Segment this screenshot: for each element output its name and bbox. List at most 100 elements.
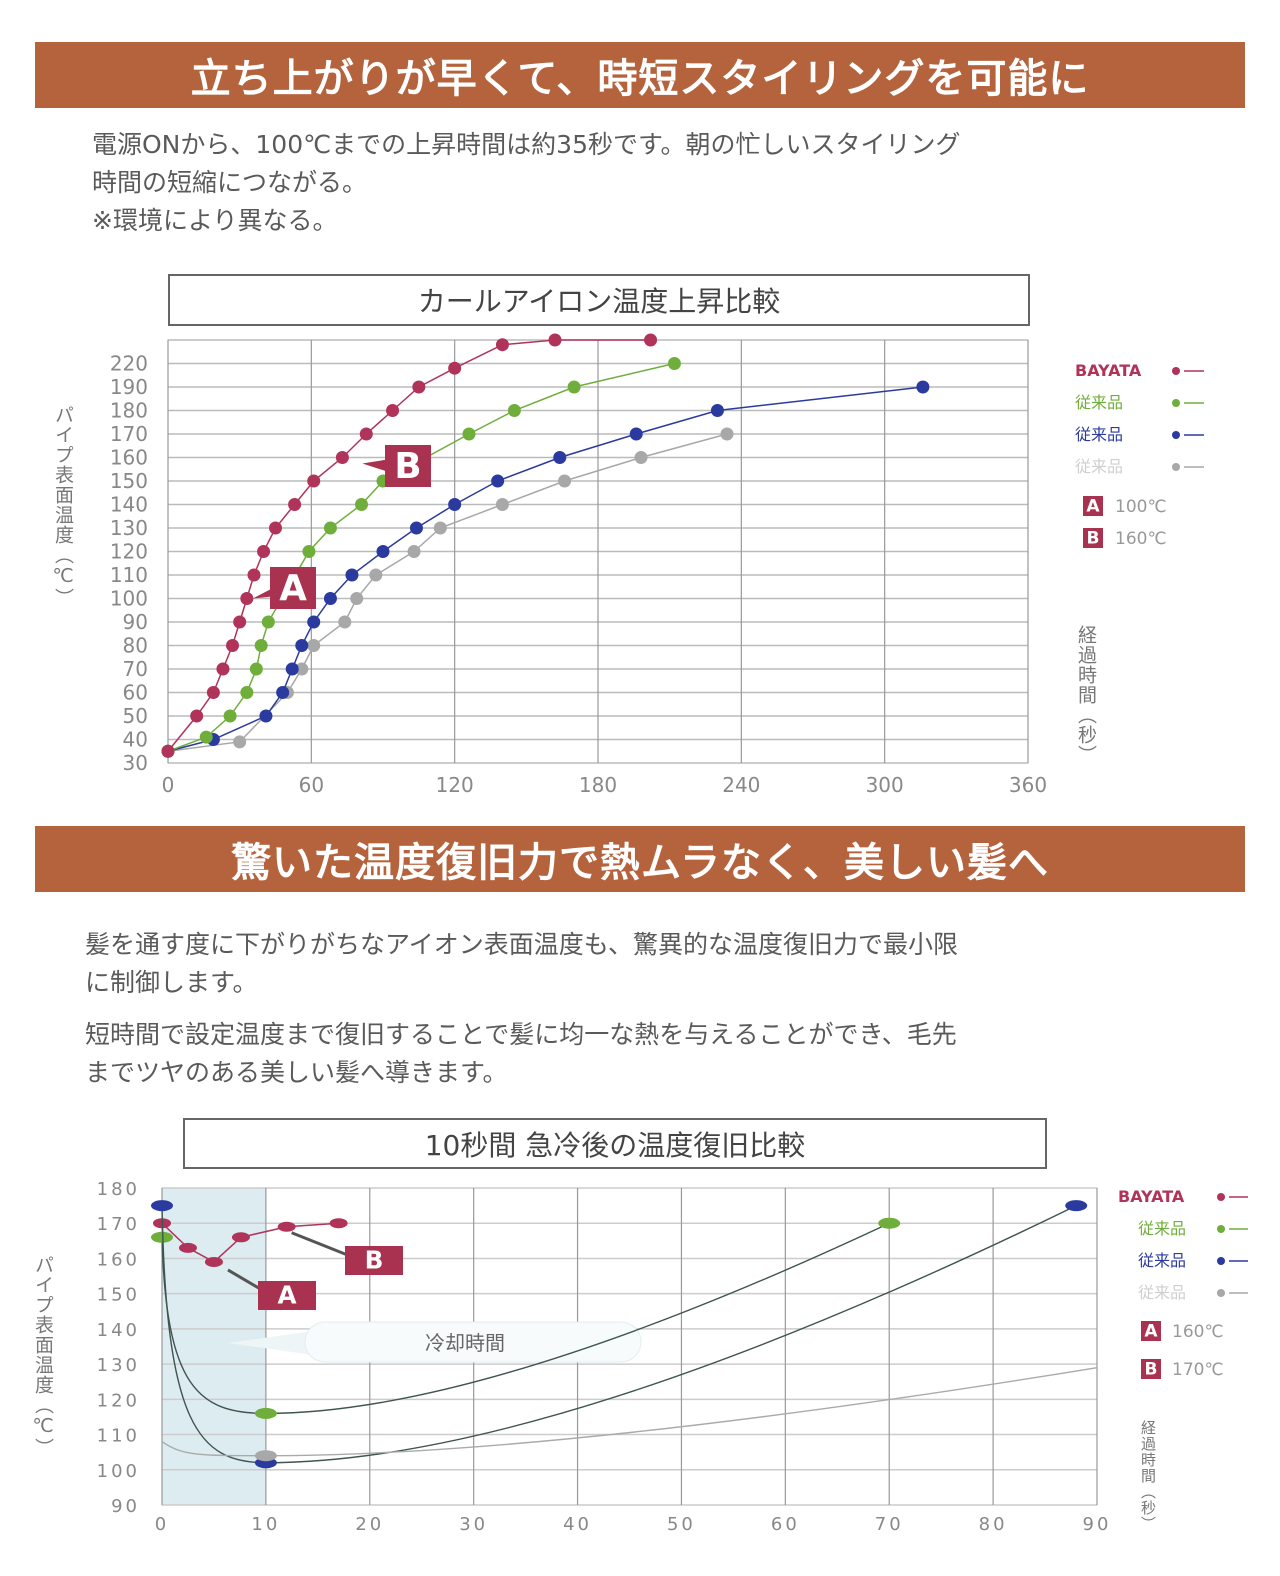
chart1-point-0 (247, 568, 261, 582)
chart1-y-tick: 50 (123, 704, 148, 728)
chart1-y-tick: 100 (110, 587, 148, 611)
chart1-point-3 (720, 427, 734, 441)
chart1-point-0 (257, 545, 271, 558)
chart1-point-0 (412, 380, 426, 394)
chart2-y-tick: 160 (97, 1249, 140, 1270)
chart1-point-2 (345, 568, 359, 582)
chart2-x-tick: 10 (251, 1514, 280, 1535)
section1-body: 電源ONから、100℃までの上昇時間は約35秒です。朝の忙しいスタイリング 時間… (92, 126, 1242, 240)
chart1-point-3 (233, 735, 247, 749)
chart2-point-0 (231, 1232, 250, 1243)
chart1-y-tick: 180 (110, 399, 148, 423)
chart2-legend-label: 従来品 (1138, 1219, 1186, 1238)
chart1-point-0 (233, 615, 247, 629)
chart2-x-tick: 40 (563, 1514, 592, 1535)
chart2-legend-marker (1217, 1257, 1225, 1265)
chart1-point-2 (295, 639, 309, 652)
chart2-annotation-b-pointer (291, 1231, 351, 1258)
chart1-legend-annotation-text: 160℃ (1115, 529, 1167, 549)
chart1-point-0 (206, 686, 220, 699)
chart1-point-1 (223, 709, 237, 723)
chart1-y-tick: 120 (110, 540, 148, 564)
chart1-annotation-a-text: A (279, 568, 307, 609)
chart1-y-tick: 70 (123, 657, 148, 681)
chart2-y-tick: 90 (111, 1496, 140, 1517)
chart2-point-1 (254, 1407, 277, 1419)
chart2-legend-marker (1217, 1193, 1225, 1201)
chart1-y-tick: 170 (110, 422, 148, 446)
chart1-x-tick: 360 (1009, 773, 1047, 797)
chart1-point-0 (644, 333, 658, 347)
chart1-point-2 (285, 662, 299, 676)
chart1-point-0 (288, 498, 302, 511)
chart2-legend-annotation-text: 160℃ (1172, 1322, 1224, 1342)
body-line: に制御します。 (85, 968, 258, 997)
chart1-annotation-a-pointer (252, 588, 272, 599)
chart1-point-2 (448, 498, 462, 511)
chart1-y-tick: 160 (110, 446, 148, 470)
chart1-legend-marker (1172, 399, 1180, 407)
chart2-legend-annotation-a (1141, 1321, 1161, 1341)
chart1-point-3 (295, 662, 309, 676)
chart1-y-tick: 80 (123, 634, 148, 658)
chart1-legend-marker (1172, 463, 1180, 471)
chart1-y-tick: 30 (123, 751, 148, 775)
chart1-point-1 (567, 380, 581, 394)
chart1-x-tick: 240 (722, 773, 760, 797)
chart2-point-0 (329, 1218, 348, 1229)
chart1-point-2 (276, 686, 290, 699)
chart2-legend-annotation-b-text: B (1145, 1360, 1158, 1380)
chart1-legend-marker (1172, 367, 1180, 375)
section2-heading: 驚いた温度復旧力で熱ムラなく、美しい髪へ (35, 826, 1245, 892)
chart1-y-tick: 150 (110, 469, 148, 493)
chart1-annotation-b (385, 445, 431, 487)
chart1-point-2 (710, 404, 724, 417)
chart2-series-line-2 (161, 1204, 1077, 1464)
chart1-legend-annotation-b-text: B (1087, 529, 1100, 549)
chart1-x-tick: 120 (436, 773, 474, 797)
chart1-legend-annotation-a-text: A (1086, 497, 1100, 517)
chart1-legend-label: 従来品 (1075, 393, 1123, 412)
chart1-point-3 (558, 474, 572, 488)
chart1-point-0 (359, 427, 373, 441)
chart1-point-3 (307, 639, 321, 652)
chart1-point-3 (495, 498, 509, 511)
chart2-cooling-label: 冷却時間 (425, 1331, 505, 1355)
chart2-xlabel: 経過時間（秒） (1139, 1420, 1157, 1532)
chart1-x-tick: 180 (579, 773, 617, 797)
chart1-point-0 (307, 474, 321, 488)
chart1-point-0 (226, 639, 239, 652)
chart2-x-tick: 30 (459, 1514, 488, 1535)
chart2-x-tick: 20 (355, 1514, 384, 1535)
chart2-x-tick: 0 (155, 1514, 169, 1535)
chart2-annotation-a-pointer (227, 1268, 263, 1292)
chart2-point-1 (878, 1217, 901, 1229)
chart1-x-tick: 0 (162, 773, 175, 797)
chart1-ylabel: パイプ表面温度（℃） (52, 405, 74, 608)
chart2-cooling-callout-pointer (228, 1330, 320, 1356)
chart1-point-0 (495, 338, 509, 352)
chart1-point-1 (254, 639, 268, 652)
chart1-legend-annotation-a (1083, 496, 1103, 516)
body-line: 電源ONから、100℃までの上昇時間は約35秒です。朝の忙しいスタイリング (92, 130, 961, 159)
chart2-x-tick: 90 (1083, 1514, 1112, 1535)
chart2-y-tick: 110 (97, 1426, 140, 1447)
chart1-point-0 (448, 361, 462, 375)
chart2-legend-annotation-a-text: A (1144, 1322, 1158, 1342)
chart2-annotation-a (258, 1281, 316, 1310)
chart1-xlabel: 経過時間（秒） (1075, 625, 1097, 765)
chart1-point-3 (369, 568, 383, 582)
chart1-legend-marker (1172, 431, 1180, 439)
chart2-x-tick: 80 (979, 1514, 1008, 1535)
chart1-point-1 (240, 686, 254, 699)
chart2-point-3 (254, 1450, 277, 1462)
chart2-annotation-b (345, 1246, 403, 1275)
chart1-point-3 (634, 451, 648, 464)
chart2-y-tick: 100 (97, 1461, 140, 1482)
chart2-y-tick: 120 (97, 1390, 140, 1411)
chart1-point-3 (338, 615, 352, 629)
chart1-title: カールアイロン温度上昇比較 (168, 274, 1030, 326)
chart1-point-1 (199, 730, 213, 744)
chart2-legend-label: 従来品 (1138, 1251, 1186, 1270)
chart1-point-2 (629, 427, 643, 441)
